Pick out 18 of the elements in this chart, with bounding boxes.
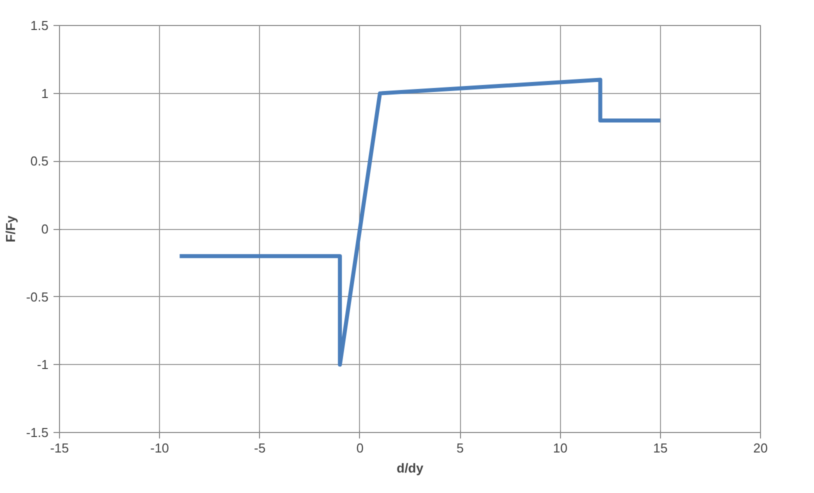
x-tick-label: 0 bbox=[356, 440, 364, 456]
x-tick-label: 5 bbox=[456, 440, 464, 456]
y-axis-title: F/Fy bbox=[3, 214, 18, 242]
x-tick-label: 15 bbox=[653, 440, 668, 456]
x-axis-title: d/dy bbox=[396, 460, 424, 476]
y-tick-label: -1 bbox=[36, 357, 49, 372]
x-tick-label: -15 bbox=[50, 440, 69, 456]
y-tick-label: 1 bbox=[41, 86, 49, 101]
x-tick-label: 20 bbox=[753, 440, 768, 456]
line-series bbox=[178, 78, 662, 367]
x-tick-label: 10 bbox=[552, 440, 568, 456]
y-tick-label: 1.5 bbox=[30, 18, 49, 33]
y-tick-label: -1.5 bbox=[26, 425, 49, 440]
x-tick-label: -5 bbox=[254, 440, 266, 456]
y-tick-label: 0.5 bbox=[30, 154, 49, 169]
x-tick-label: -10 bbox=[150, 440, 170, 456]
y-tick-label: -0.5 bbox=[26, 289, 49, 304]
y-tick-label: 0 bbox=[41, 222, 49, 236]
